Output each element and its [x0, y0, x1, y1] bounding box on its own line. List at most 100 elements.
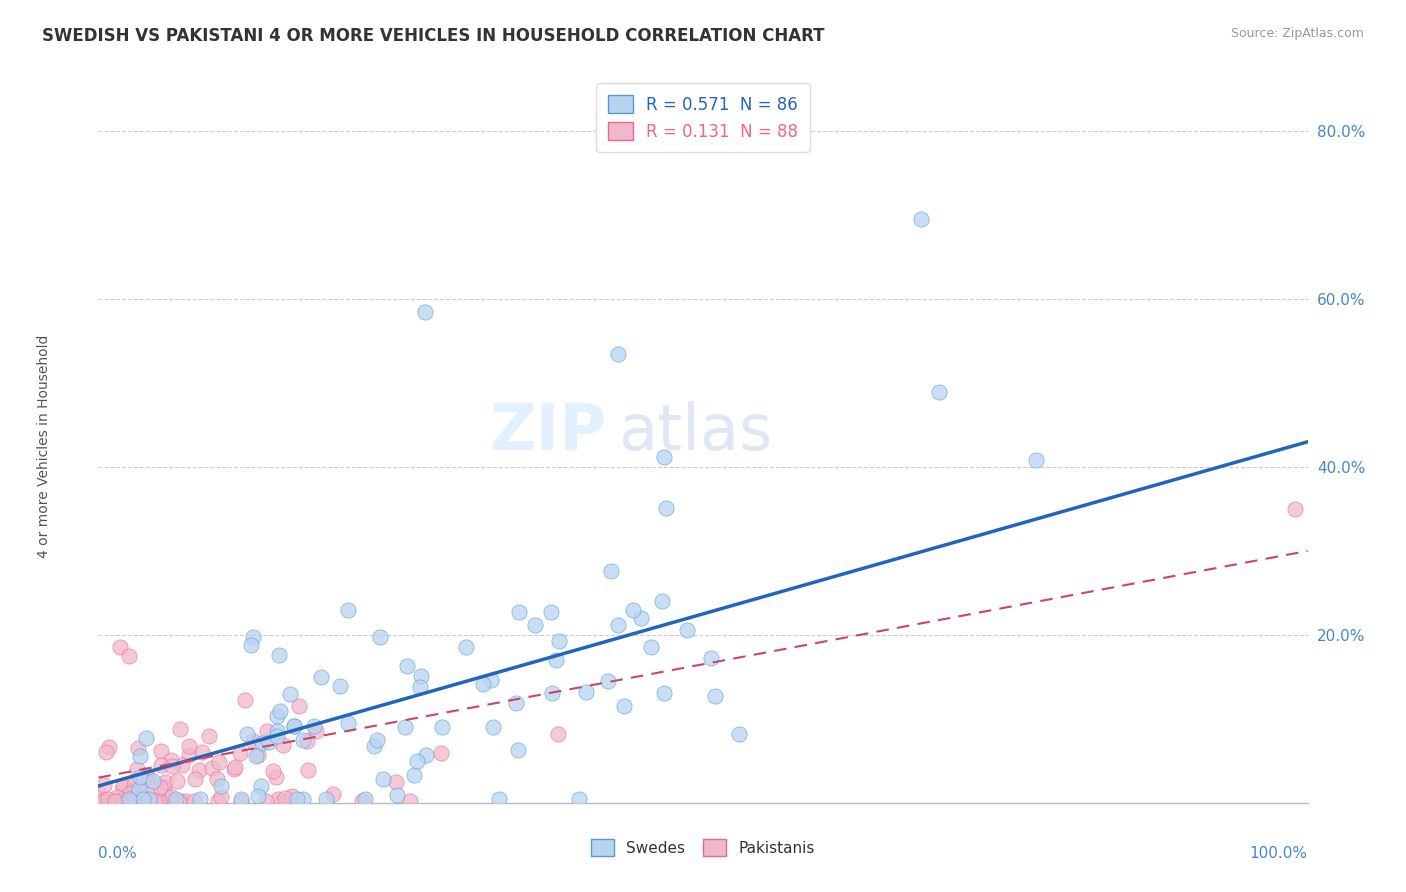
Point [266, 729, 288, 743]
Point [430, 720, 453, 734]
Point [259, 735, 281, 749]
Point [297, 763, 319, 777]
Point [700, 651, 723, 665]
Point [108, 794, 131, 808]
Point [149, 757, 172, 772]
Point [108, 640, 131, 655]
Point [305, 724, 328, 739]
Text: SWEDISH VS PAKISTANI 4 OR MORE VEHICLES IN HOUSEHOLD CORRELATION CHART: SWEDISH VS PAKISTANI 4 OR MORE VEHICLES … [42, 27, 825, 45]
Point [120, 794, 142, 808]
Point [134, 768, 156, 782]
Point [291, 791, 314, 805]
Point [101, 794, 124, 808]
Point [598, 674, 620, 689]
Point [208, 755, 231, 769]
Point [254, 794, 277, 808]
Point [207, 794, 229, 808]
Point [169, 722, 191, 736]
Text: 100.0%: 100.0% [1250, 846, 1308, 861]
Point [575, 685, 598, 699]
Point [278, 687, 301, 701]
Point [228, 746, 250, 760]
Point [166, 773, 188, 788]
Point [250, 736, 273, 750]
Point [242, 630, 264, 644]
Point [183, 794, 205, 808]
Point [508, 742, 530, 756]
Point [350, 794, 373, 808]
Point [153, 780, 176, 794]
Point [240, 638, 263, 652]
Point [148, 794, 170, 808]
Point [398, 794, 420, 808]
Point [283, 719, 305, 733]
Point [329, 679, 352, 693]
Point [409, 680, 432, 694]
Point [363, 739, 385, 753]
Point [651, 593, 673, 607]
Point [136, 770, 159, 784]
Point [613, 699, 636, 714]
Point [150, 744, 173, 758]
Point [928, 384, 950, 399]
Point [354, 791, 377, 805]
Point [548, 634, 571, 648]
Point [94, 745, 117, 759]
Point [160, 753, 183, 767]
Point [122, 782, 145, 797]
Point [229, 791, 252, 805]
Point [245, 749, 267, 764]
Point [371, 772, 394, 786]
Point [547, 727, 569, 741]
Point [676, 623, 699, 637]
Legend: Swedes, Pakistanis: Swedes, Pakistanis [581, 829, 825, 866]
Point [118, 648, 141, 663]
Point [430, 746, 453, 760]
Point [117, 791, 139, 805]
Point [172, 758, 194, 772]
Point [169, 794, 191, 808]
Point [405, 755, 427, 769]
Point [385, 774, 408, 789]
Point [159, 789, 181, 804]
Point [366, 732, 388, 747]
Point [607, 346, 630, 360]
Point [97, 792, 120, 806]
Point [150, 794, 173, 808]
Point [482, 720, 505, 734]
Point [266, 723, 288, 738]
Point [162, 759, 184, 773]
Point [128, 781, 150, 796]
Point [600, 564, 623, 578]
Point [118, 794, 141, 808]
Point [1284, 502, 1306, 516]
Point [606, 617, 628, 632]
Point [249, 779, 271, 793]
Point [247, 748, 270, 763]
Point [224, 762, 246, 776]
Point [370, 630, 392, 644]
Point [129, 749, 152, 764]
Point [568, 791, 591, 805]
Point [153, 775, 176, 789]
Point [187, 763, 209, 777]
Point [120, 786, 142, 800]
Point [165, 791, 187, 805]
Point [112, 779, 135, 793]
Point [87, 794, 110, 808]
Point [236, 727, 259, 741]
Point [246, 789, 269, 804]
Point [97, 739, 120, 754]
Point [146, 794, 169, 808]
Point [640, 640, 662, 654]
Point [198, 730, 221, 744]
Point [139, 787, 162, 801]
Point [120, 794, 142, 808]
Point [256, 724, 278, 739]
Point [274, 791, 297, 805]
Point [205, 772, 228, 786]
Point [134, 731, 156, 745]
Text: 4 or more Vehicles in Household: 4 or more Vehicles in Household [37, 334, 51, 558]
Point [1025, 453, 1047, 467]
Point [104, 794, 127, 808]
